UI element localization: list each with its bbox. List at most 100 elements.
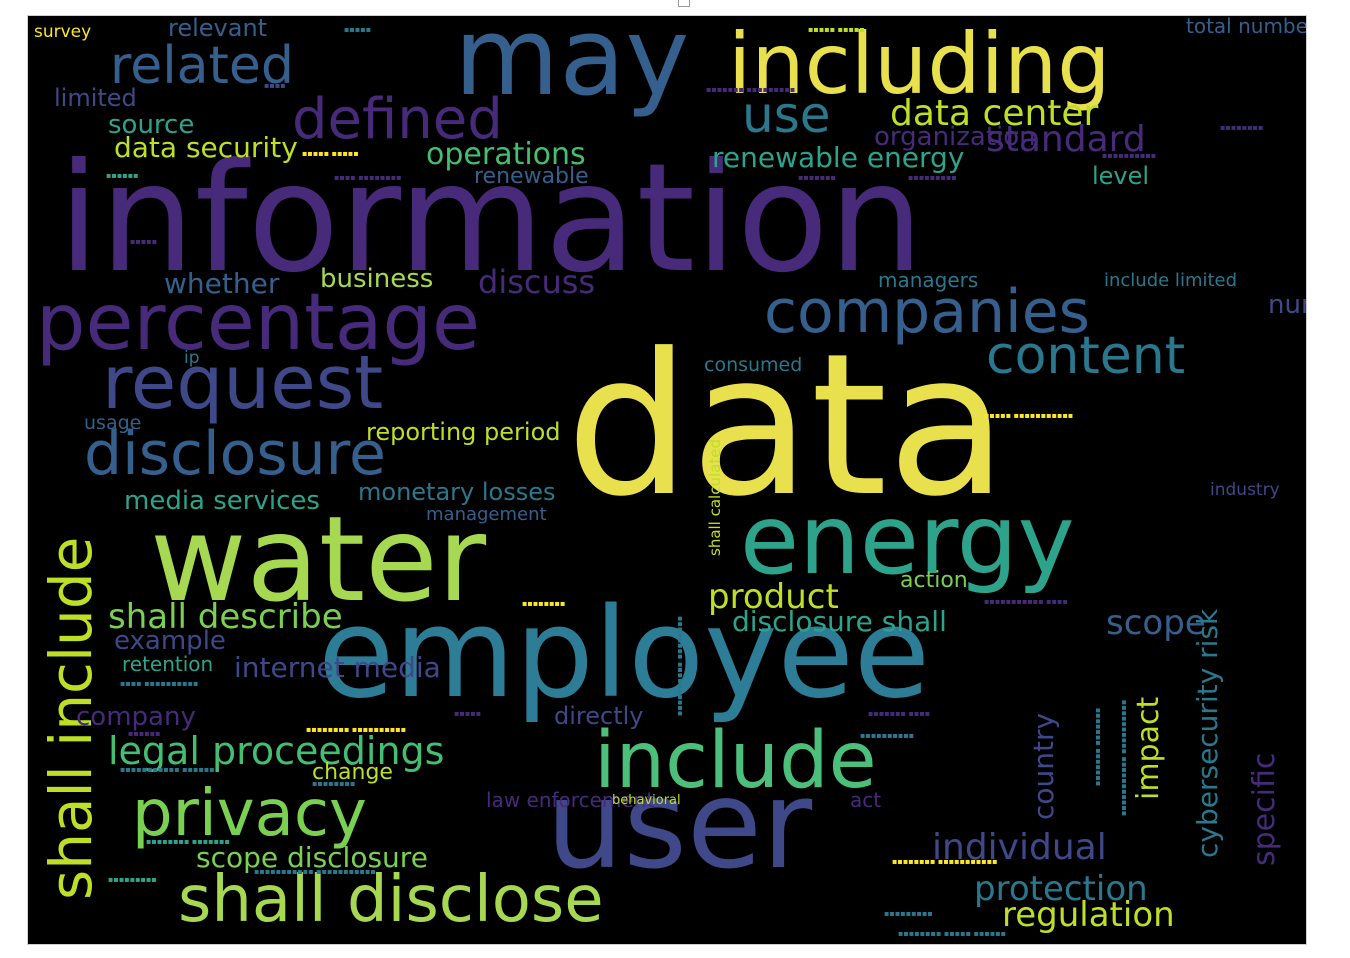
small-word: ▪▪▪▪ ▪▪▪▪▪▪▪▪▪▪	[120, 679, 199, 688]
small-word: ▪▪▪▪▪▪▪▪▪▪ ▪▪▪▪▪▪▪▪	[675, 615, 684, 716]
small-word: ▪▪▪▪▪ ▪▪▪▪▪	[302, 149, 359, 158]
word-related: related	[110, 36, 294, 96]
small-word: ▪▪▪▪	[264, 81, 286, 90]
word-renewable: include limited	[1104, 270, 1238, 291]
word-country: total number	[1186, 16, 1306, 38]
word-law-enforcement: company	[76, 702, 196, 732]
word-use: use	[742, 86, 831, 144]
small-word: ▪▪▪▪▪	[454, 709, 482, 718]
word-number: whether	[164, 267, 280, 300]
small-word: ▪▪▪▪▪▪	[106, 171, 139, 180]
word-water: water	[150, 490, 487, 628]
word-protection: protection	[974, 869, 1148, 909]
word-energy: energy	[740, 484, 1075, 596]
word-shall-describe: shall describe	[108, 597, 343, 637]
small-word: ▪▪▪▪ ▪▪▪▪▪▪▪▪	[334, 173, 402, 182]
small-word: ▪▪▪▪▪▪▪▪ ▪▪▪▪▪▪▪▪▪▪▪	[892, 857, 998, 866]
word-may: may	[454, 16, 690, 120]
small-word: ▪▪▪▪▪▪▪▪▪▪▪ ▪▪▪▪▪▪▪▪▪▪	[1119, 699, 1128, 816]
small-word: ▪▪▪▪▪▪▪▪▪▪▪ ▪▪▪▪▪▪▪▪▪▪▪	[254, 867, 376, 876]
word-operations: operations	[426, 137, 586, 172]
small-word: ▪▪▪▪▪▪▪▪▪▪▪ ▪▪▪▪▪▪	[120, 765, 215, 774]
word-limited: country	[1027, 712, 1060, 820]
word-managers: survey	[34, 22, 92, 42]
word-behavioral: directly	[554, 702, 644, 730]
small-word: ▪▪▪▪▪▪▪▪▪	[108, 875, 157, 884]
word-companies: companies	[764, 277, 1090, 347]
small-word: ▪▪▪▪▪▪▪▪▪▪	[1102, 151, 1157, 160]
small-word: ▪▪▪▪▪▪▪ ▪▪▪▪▪▪▪	[1093, 707, 1102, 786]
small-word: ▪▪▪▪▪ ▪▪▪▪▪▪▪▪▪▪▪	[984, 411, 1074, 420]
word-discuss: source	[108, 110, 195, 140]
word-management: usage	[84, 412, 142, 434]
word-scope-disclosure: scope disclosure	[196, 841, 428, 874]
word-organization: managers	[878, 268, 979, 292]
word-defined: defined	[292, 87, 503, 152]
window-resize-handle[interactable]	[678, 0, 690, 7]
word-legal-proceedings: legal proceedings	[108, 729, 445, 773]
word-disclosure: disclosure	[84, 419, 386, 489]
word-business: relevant	[168, 16, 268, 42]
word-individual: individual	[932, 827, 1107, 868]
word-include: include	[594, 716, 877, 806]
word-total-number: act	[850, 788, 882, 812]
small-word: ▪▪▪▪▪▪▪▪▪▪▪ ▪▪▪▪	[984, 597, 1068, 606]
small-word: ▪▪▪▪▪▪▪▪	[1220, 123, 1264, 132]
word-employee: employee	[318, 582, 931, 726]
word-act: internet media	[234, 651, 441, 684]
word-data-center: data center	[890, 93, 1099, 134]
word-example: media services	[124, 486, 320, 516]
small-word: ▪▪▪▪▪▪▪ ▪▪▪▪▪▪▪▪▪	[706, 85, 796, 94]
small-word: ▪▪▪▪▪▪▪▪ ▪▪▪▪▪▪▪	[146, 837, 230, 846]
word-directly: example	[114, 626, 226, 656]
word-whether: limited	[54, 84, 137, 112]
word-scope: scope	[1106, 603, 1206, 643]
word-level: business	[320, 264, 434, 294]
word-usage: organization	[874, 122, 1036, 152]
word-industry: change	[312, 760, 393, 785]
word-standard: standard	[986, 119, 1146, 160]
small-word: ▪▪▪▪▪▪▪▪▪▪	[860, 731, 915, 740]
word-specific: law enforcement	[486, 788, 655, 812]
word-content: content	[986, 326, 1186, 386]
small-word: ▪▪▪▪▪▪▪▪ ▪▪▪▪▪ ▪▪▪▪▪▪	[898, 929, 1007, 938]
small-word: ▪▪▪▪▪ ▪▪▪▪▪	[808, 25, 865, 34]
small-word: ▪▪▪▪▪▪▪▪▪	[884, 909, 933, 918]
word-regulation: regulation	[1002, 895, 1175, 935]
word-cybersecurity-risk: behavioral	[612, 793, 681, 808]
word-shall-calculated: shall calculated	[706, 439, 724, 556]
word-relevant: renewable energy	[712, 141, 965, 174]
word-percentage: percentage	[36, 278, 481, 368]
word-information: information	[58, 132, 924, 306]
word-ip: number	[1268, 290, 1306, 320]
word-privacy: privacy	[132, 777, 367, 851]
word-user: user	[546, 754, 813, 896]
word-retention: monetary losses	[358, 478, 556, 506]
word-action: reporting period	[366, 418, 561, 446]
word-company: action	[900, 568, 968, 593]
word-request: request	[102, 340, 384, 426]
word-cloud-canvas: information data water employee user may…	[28, 16, 1306, 944]
word-reporting-period: renewable	[474, 164, 589, 189]
small-word: ▪▪▪▪▪▪▪▪	[312, 779, 356, 788]
word-survey: data security	[114, 131, 298, 164]
small-word: ▪▪▪▪▪	[130, 237, 158, 246]
word-product: product	[708, 577, 839, 617]
word-source: impact	[1131, 696, 1166, 800]
small-word: ▪▪▪▪▪▪▪	[798, 173, 836, 182]
word-consumed: level	[1092, 162, 1150, 190]
word-data: data	[566, 312, 1008, 540]
word-change: retention	[122, 652, 214, 676]
word-renewable-energy: specific	[1247, 752, 1282, 866]
small-word: ▪▪▪▪▪▪	[128, 729, 161, 738]
word-impact: industry	[1210, 480, 1280, 500]
small-word: ▪▪▪▪▪▪▪ ▪▪▪▪	[868, 709, 931, 718]
small-word: ▪▪▪▪▪▪▪▪▪	[908, 173, 957, 182]
small-word: ▪▪▪▪▪▪▪▪	[522, 599, 566, 608]
word-data-security: cybersecurity risk	[1191, 608, 1224, 858]
word-monetary-losses: consumed	[704, 354, 803, 376]
small-word: ▪▪▪▪▪▪▪▪ ▪▪▪▪▪▪▪▪▪▪	[306, 725, 407, 734]
word-shall-disclose: shall disclose	[178, 863, 604, 937]
small-word: ▪▪▪▪▪	[344, 25, 372, 34]
word-including: including	[728, 16, 1111, 113]
